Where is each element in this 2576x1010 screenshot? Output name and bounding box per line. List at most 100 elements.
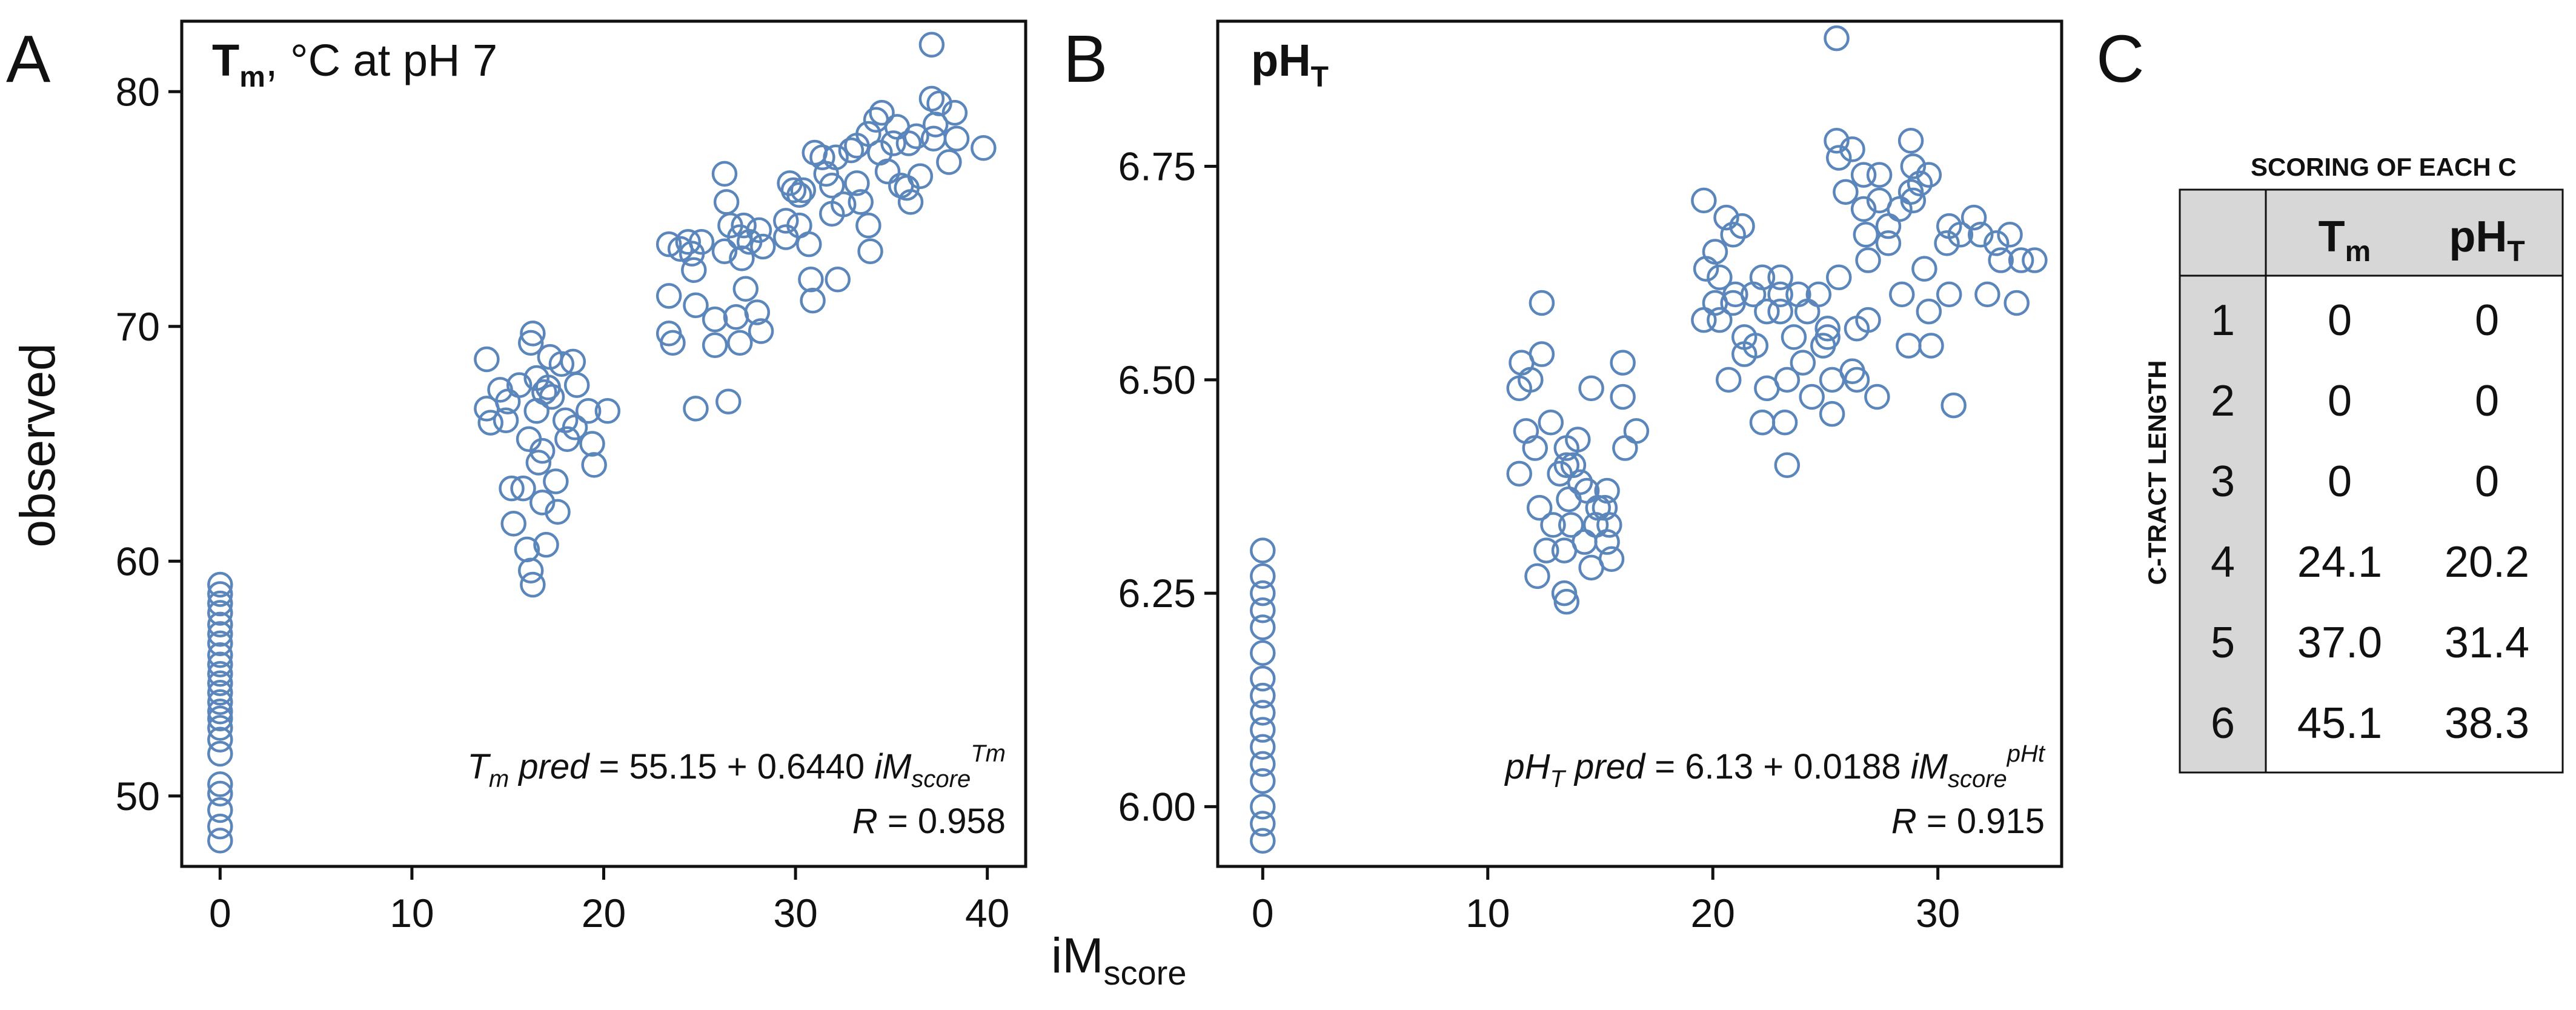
table-row: 6 45.1 38.3 [2211,699,2529,748]
data-point-a [869,99,895,126]
table-row: 1 0 0 [2211,296,2499,345]
data-point-a [207,670,233,696]
data-point-b [1713,204,1739,231]
data-point-b [1594,529,1620,555]
data-point-a [207,571,233,598]
data-point-b [1598,546,1625,572]
table-cell-tm: 0 [2328,457,2352,506]
data-point-b [1553,588,1580,615]
data-point-b [1866,162,1893,188]
data-point-a [207,797,233,823]
data-point-a [207,581,233,607]
data-point-b [1833,179,1859,205]
data-point-b [1529,341,1555,367]
y-tick-label-b: 6.25 [1118,571,1196,616]
data-point-a [748,318,774,344]
data-point-a [575,398,602,424]
data-point-a [848,189,874,215]
y-tick-label-b: 6.50 [1118,357,1196,402]
y-tick-label-a: 50 [116,774,160,819]
data-point-b [1767,298,1793,325]
data-point-b [1875,230,1902,256]
data-point-a [477,410,503,436]
data-point-b [1522,435,1549,461]
data-point-a [529,437,556,464]
table-row: 2 0 0 [2211,377,2499,425]
data-point-b [1771,410,1798,436]
table-col-ph: pHT [2449,213,2525,268]
data-point-b [1853,222,1879,248]
data-point-b [1855,307,1881,333]
y-tick-label-a: 70 [116,304,160,349]
data-point-a [563,372,590,398]
axis-ticks-a: 0 10 20 30 40 50 60 70 80 [116,69,1010,935]
data-point-a [941,99,968,126]
data-point-a [207,689,233,715]
data-point-a [207,726,233,753]
data-point-a [207,600,233,626]
data-point-b [1916,298,1942,325]
data-point-a [207,813,233,840]
data-point-b [1887,196,1913,222]
data-point-b [2008,247,2034,273]
data-point-a [750,233,776,260]
data-point-b [1875,213,1902,239]
data-point-a [809,144,835,170]
y-tick-label-a: 80 [116,69,160,114]
data-point-a [773,224,799,250]
correlation-a: R = 0.958 [852,802,1006,841]
data-point-b [1819,400,1845,427]
data-point-a [926,90,952,116]
data-point-b [1810,333,1836,359]
data-point-b [1799,384,1825,410]
x-tick-label-b: 0 [1252,891,1274,935]
table-first-column-fill [2180,190,2266,772]
data-point-b [1691,187,1717,214]
data-point-b [1707,307,1733,333]
data-point-a [744,299,771,325]
data-point-a [874,158,901,185]
x-tick-label-b: 20 [1691,891,1735,935]
scoring-table: Tm pHT 1 0 0 2 0 0 3 0 0 4 24.1 20.2 5 3… [2179,188,2564,774]
data-point-b [1916,162,1942,188]
data-point-b [1558,512,1584,538]
data-point-a [520,571,546,598]
data-point-a [711,238,738,264]
x-tick-label-b: 30 [1916,891,1960,935]
data-point-b [1250,614,1276,640]
data-point-a [857,238,883,264]
data-point-a [729,245,755,271]
data-point-b [1560,452,1587,478]
y-tick-label-b: 6.00 [1118,784,1196,829]
data-point-a [715,388,742,414]
data-point-b [1518,367,1544,393]
data-point-b [2022,247,2048,273]
data-point-b [1250,794,1276,820]
data-point-a [903,123,929,150]
data-point-b [1968,222,1994,248]
data-point-a [474,346,500,373]
data-point-b [1250,734,1276,760]
data-point-a [936,149,962,175]
data-point-a [500,511,526,537]
data-point-a [713,189,740,215]
data-point-a [548,351,575,377]
data-point-a [499,475,525,502]
data-point-a [207,705,233,732]
data-point-a [520,321,546,347]
data-point-b [1556,486,1582,513]
table-cell-tm: 0 [2328,296,2352,345]
data-point-a [894,174,920,201]
data-point-b [1729,213,1755,239]
data-point-a [545,499,571,525]
data-point-b [1936,281,1962,308]
regression-equation-b: pHT pred = 6.13 + 0.0188 iMscorepHt [1504,740,2046,792]
data-point-a [800,287,826,314]
table-cell-length: 5 [2211,619,2235,667]
data-point-b [1250,751,1276,777]
table-cell-ph: 31.4 [2445,619,2529,667]
data-point-b [1610,384,1636,410]
data-point-b [1781,324,1807,350]
data-point-b [1754,298,1780,325]
